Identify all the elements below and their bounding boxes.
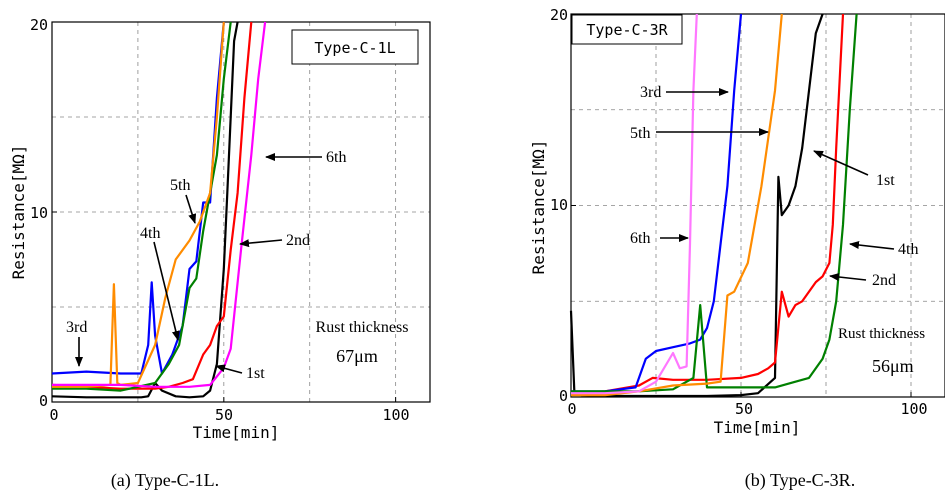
- chart-a-series-6th: [52, 21, 267, 388]
- chart-a-y-axis-label: Resistance[MΩ]: [9, 145, 28, 280]
- chart-b-caption: (b) Type-C-3R.: [745, 470, 855, 491]
- chart-a-xtick-100: 100: [382, 406, 409, 424]
- chart-b-x-axis-label: Time[min]: [714, 418, 801, 437]
- chart-b-series-5th: [571, 13, 783, 397]
- chart-b-annotation-6th: 6th: [630, 230, 650, 247]
- chart-b-series-4th: [571, 13, 858, 393]
- chart-b-label-box: [571, 14, 683, 45]
- chart-a-annotation-5th: 5th: [170, 177, 190, 194]
- chart-a: 0 10 20 0 50 100 Time[min] Resistance[MΩ…: [9, 16, 431, 491]
- chart-a-series-4th: [52, 21, 232, 392]
- chart-a-rust-note: Rust thickness: [316, 319, 409, 336]
- chart-a-ytick-0: 0: [39, 392, 48, 410]
- chart-b: 0 10 20 0 50 100 Time[min] Resistance[MΩ…: [529, 6, 945, 491]
- chart-a-rust-value: 67μm: [336, 346, 378, 366]
- chart-b-arrow-4th: [849, 241, 895, 250]
- chart-a-label-box: [291, 29, 419, 65]
- chart-a-annotation-3rd: 3rd: [66, 319, 87, 336]
- chart-a-gridlines: [52, 22, 430, 402]
- chart-b-arrow-1st: [813, 150, 869, 176]
- chart-b-rust-value: 56μm: [872, 356, 914, 376]
- chart-b-annotation-1st: 1st: [876, 172, 895, 189]
- chart-a-arrow-2nd: [239, 239, 283, 248]
- chart-b-annotation-2nd: 2nd: [872, 272, 896, 289]
- chart-a-annotation-6th: 6th: [326, 149, 346, 166]
- chart-b-annotation-4th: 4th: [898, 241, 918, 258]
- chart-a-annotation-2nd: 2nd: [286, 232, 310, 249]
- chart-a-x-axis-label: Time[min]: [193, 423, 280, 442]
- chart-a-annotation-4th: 4th: [140, 225, 160, 242]
- chart-b-series: [569, 13, 858, 398]
- chart-a-series-5th: [52, 21, 225, 388]
- chart-b-annotation-3rd: 3rd: [640, 84, 661, 101]
- chart-b-ytick-10: 10: [550, 196, 568, 214]
- chart-b-rust-note: Rust thickness: [838, 326, 925, 342]
- chart-b-xtick-100: 100: [900, 400, 927, 418]
- chart-b-series-2nd: [570, 13, 845, 395]
- chart-a-arrow-1st: [215, 364, 243, 374]
- chart-b-xtick-50: 50: [735, 400, 753, 418]
- chart-a-ytick-10: 10: [30, 204, 48, 222]
- chart-a-series-1st: [51, 21, 239, 399]
- chart-a-arrow-5th: [185, 194, 197, 224]
- chart-a-annotation-1st: 1st: [246, 365, 265, 382]
- chart-a-ytick-20: 20: [30, 16, 48, 34]
- chart-b-ytick-20: 20: [550, 6, 568, 24]
- chart-a-xtick-0: 0: [49, 406, 58, 424]
- chart-b-ytick-0: 0: [559, 387, 568, 405]
- chart-b-annotation-5th: 5th: [630, 125, 650, 142]
- chart-b-label: Type-C-3R: [586, 21, 668, 39]
- chart-b-y-axis-label: Resistance[MΩ]: [529, 140, 548, 275]
- chart-a-label: Type-C-1L: [314, 39, 395, 57]
- chart-b-arrow-2nd: [829, 273, 867, 281]
- chart-b-series-6th: [571, 13, 698, 395]
- chart-a-arrow-4th: [153, 241, 180, 341]
- chart-a-series: [51, 21, 267, 399]
- chart-a-xtick-50: 50: [215, 406, 233, 424]
- chart-a-tick-marks: [51, 21, 397, 403]
- chart-b-xtick-0: 0: [567, 400, 576, 418]
- chart-a-caption: (a) Type-C-1L.: [111, 470, 219, 491]
- chart-b-series-3rd: [571, 13, 743, 393]
